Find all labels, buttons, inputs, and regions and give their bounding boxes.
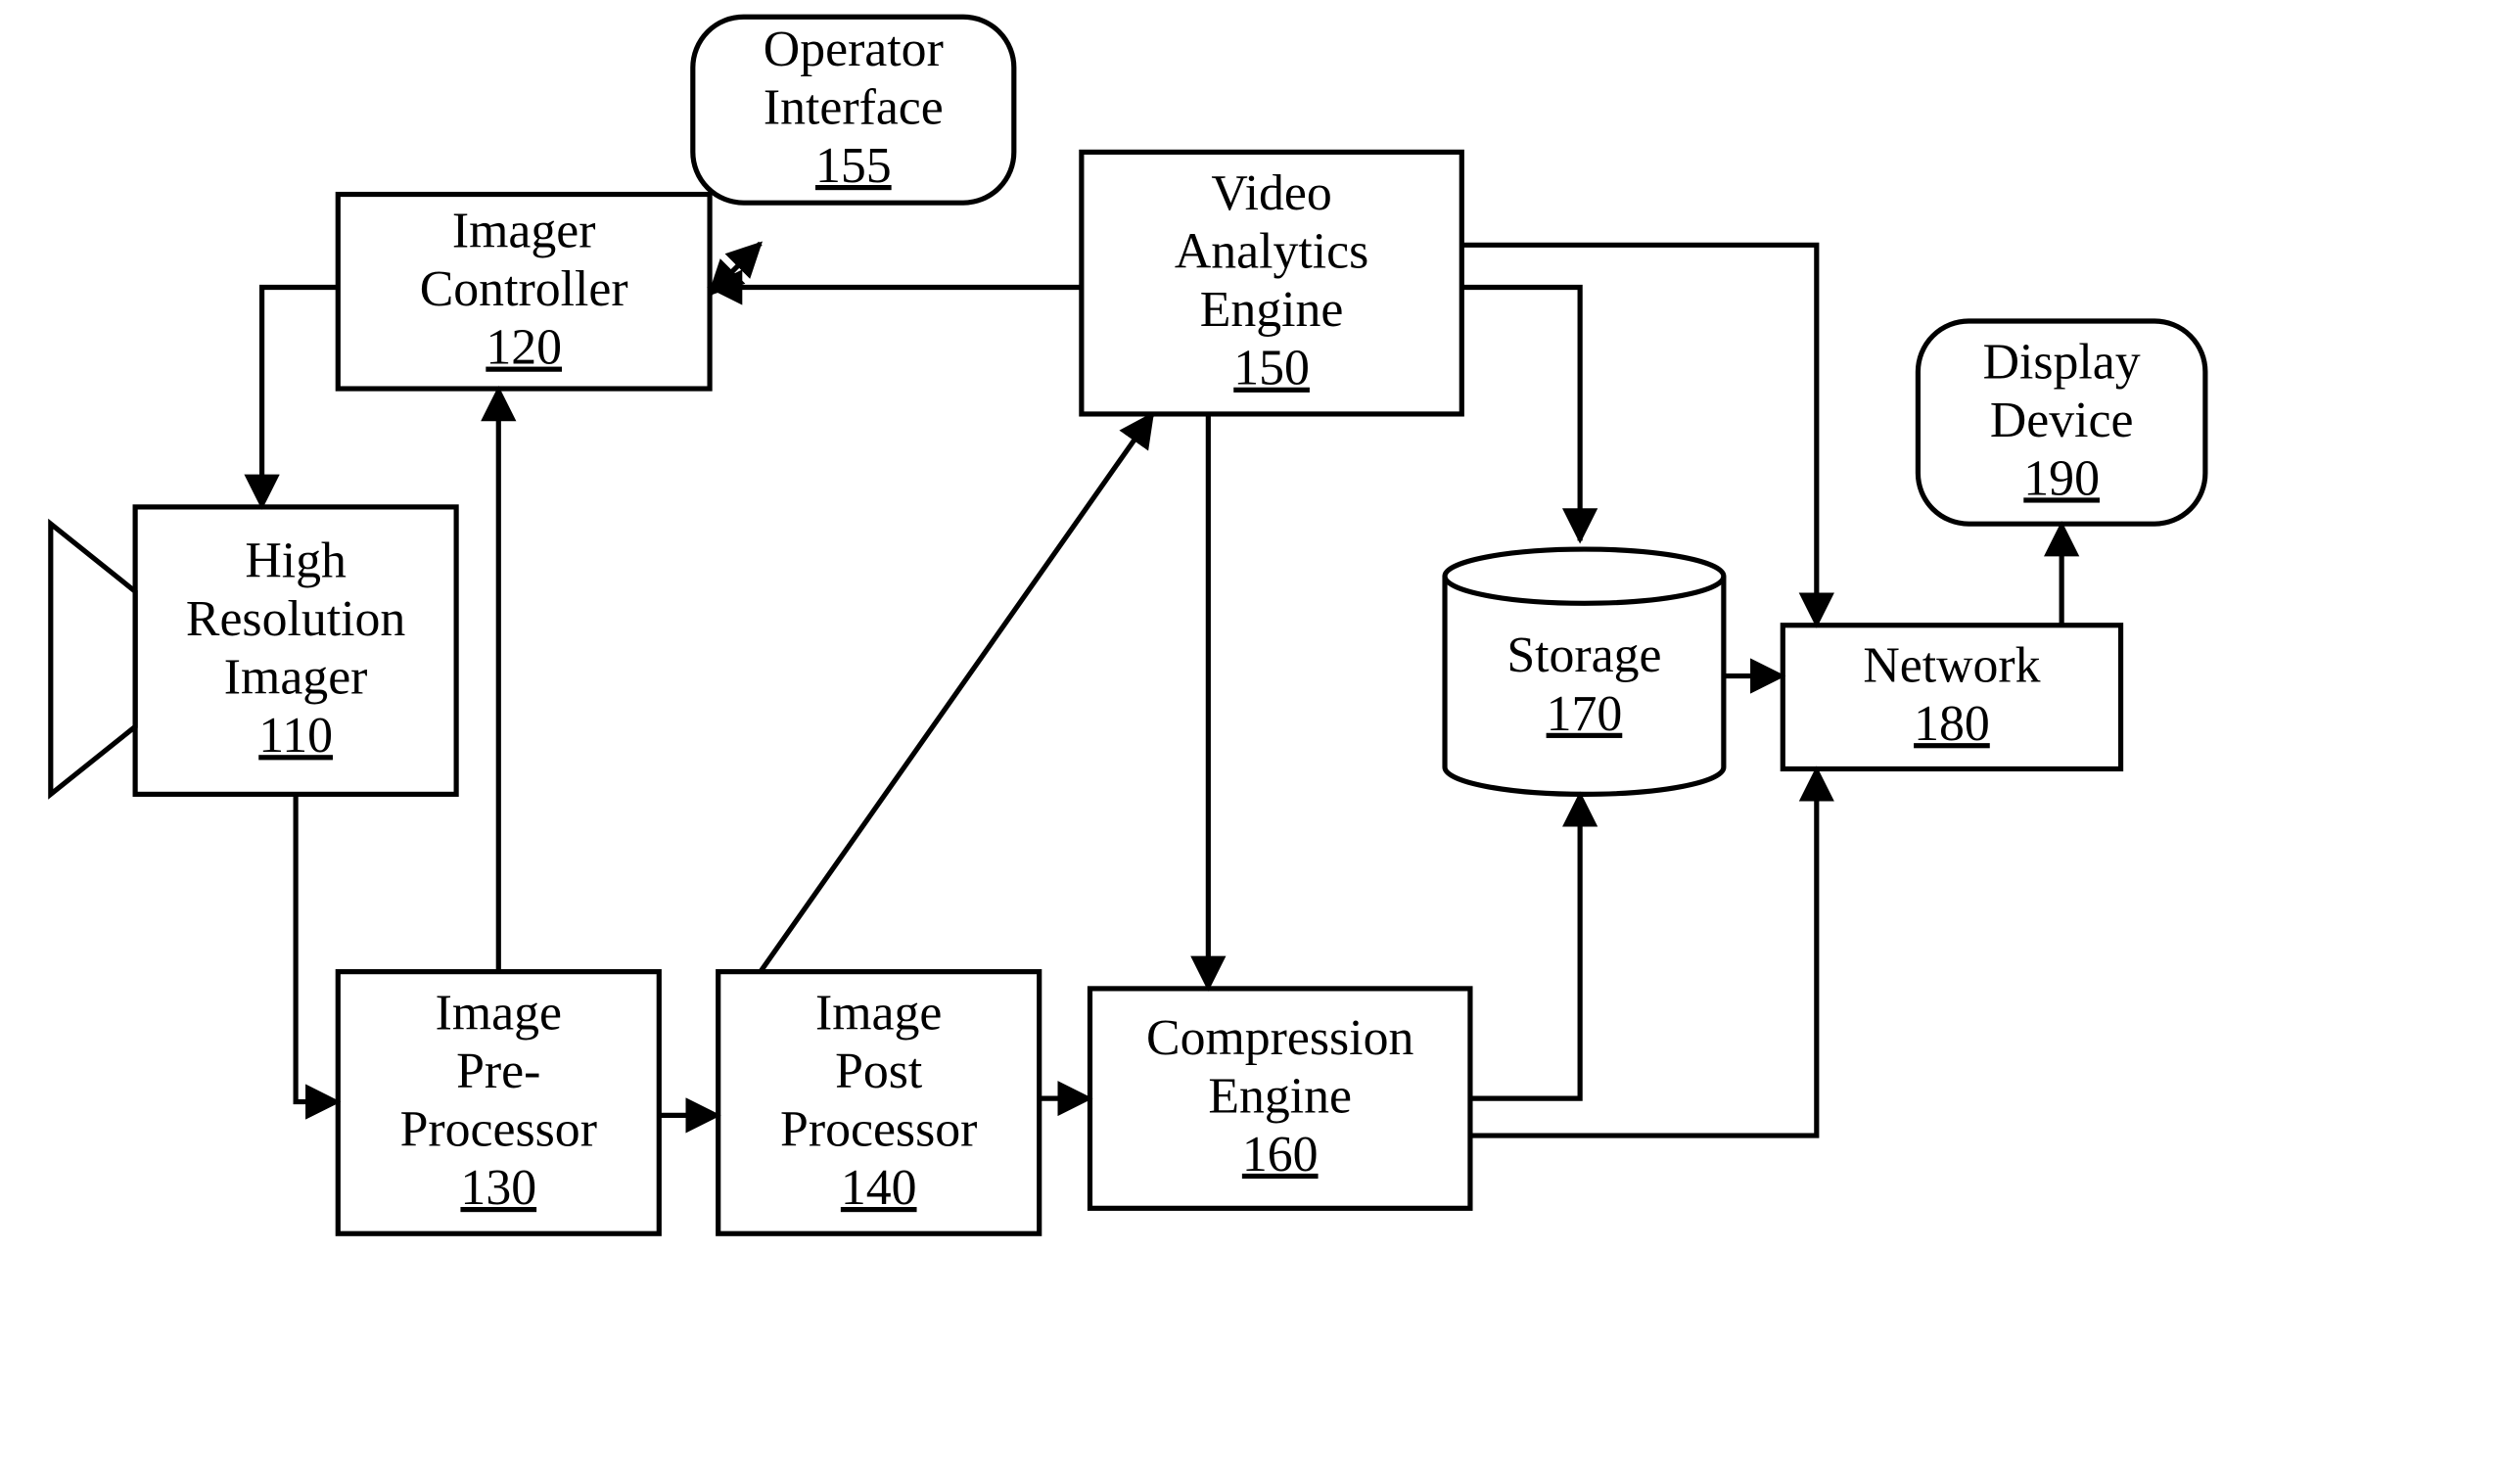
node-label: Storage [1506,627,1661,683]
node-label: Controller [420,261,628,317]
node-pre_processor: ImagePre-Processor130 [338,972,659,1234]
edge-e11 [1461,245,1817,625]
node-label: Post [835,1043,923,1099]
node-label: Engine [1208,1068,1352,1124]
node-label: Analytics [1175,224,1368,280]
edge-e4 [296,794,338,1101]
node-ref: 155 [815,138,892,194]
node-ref: 120 [486,320,562,376]
node-imager_controller: ImagerController120 [338,195,710,390]
block-diagram: OperatorInterface155ImagerController120V… [0,0,2501,1268]
node-ref: 130 [460,1160,536,1216]
node-label: Video [1211,165,1331,221]
node-label: Network [1863,638,2040,694]
edge-e7 [761,414,1153,972]
node-label: Compression [1146,1010,1413,1066]
node-label: Engine [1200,282,1344,338]
node-label: High [245,533,347,589]
node-label: Image [815,985,942,1041]
node-label: Display [1983,334,2141,390]
edge-e3 [262,287,339,506]
node-label: Image [436,985,562,1041]
node-network: Network180 [1783,626,2120,769]
node-video_analytics: VideoAnalyticsEngine150 [1082,152,1461,414]
node-label: Operator [764,22,944,77]
edge-e10 [1461,287,1580,540]
node-compression: CompressionEngine160 [1089,989,1469,1208]
node-storage: Storage170 [1445,549,1724,794]
node-ref: 180 [1914,696,1990,752]
node-label: Pre- [456,1043,540,1099]
edge-e12 [1470,794,1580,1098]
node-ref: 170 [1547,686,1623,742]
node-ref: 160 [1242,1127,1319,1183]
node-post_processor: ImagePostProcessor140 [718,972,1040,1234]
camera-lens-icon [51,524,135,794]
node-label: Imager [452,203,596,258]
node-label: Processor [400,1101,597,1157]
node-label: Resolution [186,591,406,647]
node-label: Imager [224,650,368,706]
node-display_device: DisplayDevice190 [1918,321,2204,524]
node-label: Processor [780,1101,977,1157]
node-ref: 140 [841,1160,917,1216]
node-operator_interface: OperatorInterface155 [693,17,1014,203]
node-label: Interface [764,79,944,135]
node-ref: 110 [258,708,333,764]
node-ref: 150 [1233,341,1310,396]
node-label: Device [1990,393,2134,448]
node-ref: 190 [2023,450,2100,506]
edge-e13 [1470,768,1817,1136]
node-hires_imager: HighResolutionImager110 [135,507,456,794]
